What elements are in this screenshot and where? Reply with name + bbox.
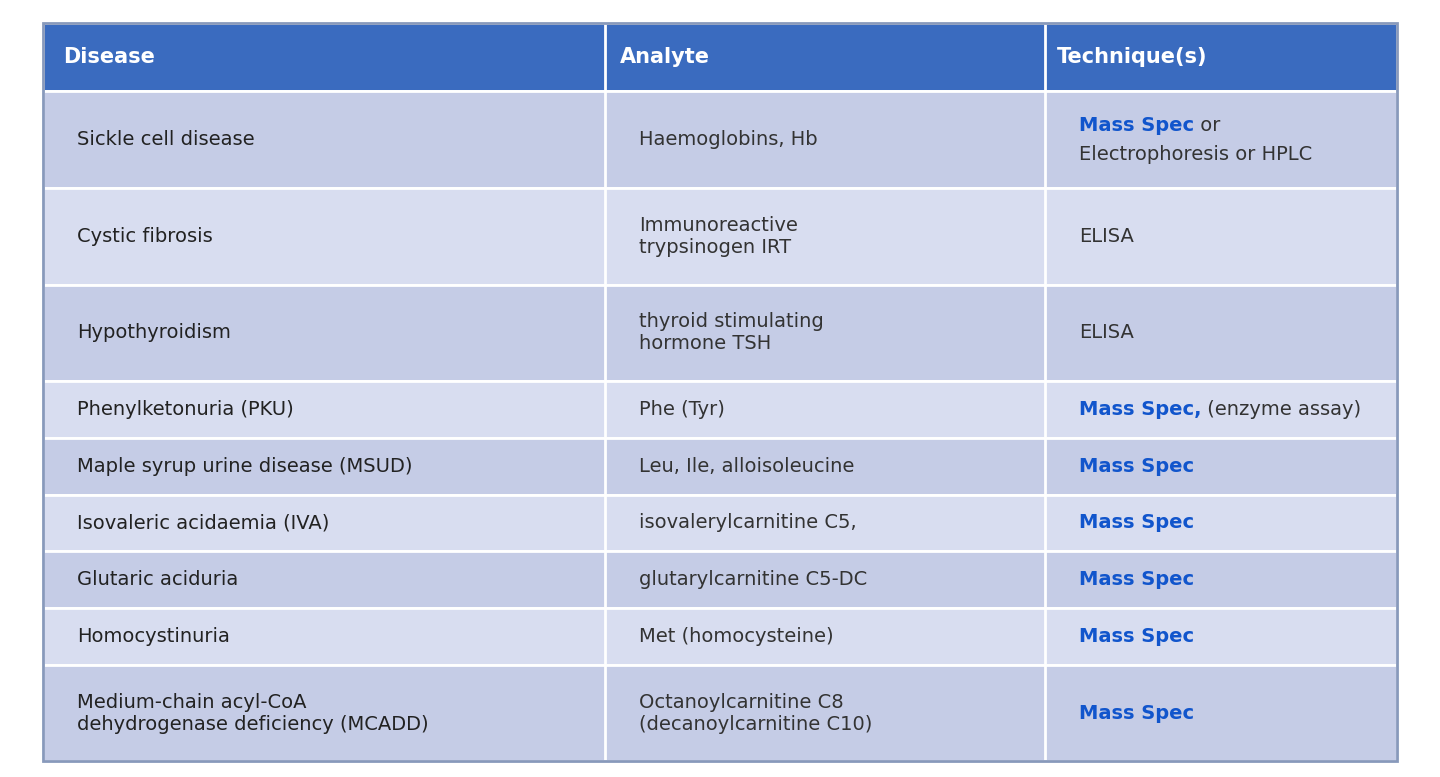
Text: ELISA: ELISA — [1079, 323, 1133, 342]
Text: Mass Spec: Mass Spec — [1079, 627, 1194, 646]
Text: Mass Spec: Mass Spec — [1079, 457, 1194, 476]
Text: Homocystinuria: Homocystinuria — [78, 627, 230, 646]
Bar — [43, 552, 1397, 608]
Text: Technique(s): Technique(s) — [1057, 47, 1208, 68]
Text: Hypothyroidism: Hypothyroidism — [78, 323, 230, 342]
Bar — [43, 92, 1397, 188]
Text: (enzyme assay): (enzyme assay) — [1201, 400, 1361, 419]
Text: Immunoreactive
trypsinogen IRT: Immunoreactive trypsinogen IRT — [639, 216, 798, 256]
Text: Mass Spec: Mass Spec — [1079, 570, 1194, 589]
Text: or: or — [1194, 116, 1220, 135]
Text: isovalerylcarnitine C5,: isovalerylcarnitine C5, — [639, 514, 857, 532]
Text: Sickle cell disease: Sickle cell disease — [78, 131, 255, 149]
Bar — [43, 495, 1397, 552]
Bar — [43, 284, 1397, 381]
Text: Disease: Disease — [63, 47, 154, 68]
Text: Glutaric aciduria: Glutaric aciduria — [78, 570, 238, 589]
Text: Analyte: Analyte — [621, 47, 710, 68]
Text: Haemoglobins, Hb: Haemoglobins, Hb — [639, 131, 818, 149]
Text: Phenylketonuria (PKU): Phenylketonuria (PKU) — [78, 400, 294, 419]
Text: Cystic fibrosis: Cystic fibrosis — [78, 227, 213, 246]
Text: Leu, Ile, alloisoleucine: Leu, Ile, alloisoleucine — [639, 457, 854, 476]
Bar — [43, 608, 1397, 665]
Text: Mass Spec,: Mass Spec, — [1079, 400, 1201, 419]
Text: ELISA: ELISA — [1079, 227, 1133, 246]
Text: Mass Spec: Mass Spec — [1079, 116, 1194, 135]
Text: Medium-chain acyl-CoA
dehydrogenase deficiency (MCADD): Medium-chain acyl-CoA dehydrogenase defi… — [78, 693, 429, 733]
Text: Phe (Tyr): Phe (Tyr) — [639, 400, 724, 419]
Text: Maple syrup urine disease (MSUD): Maple syrup urine disease (MSUD) — [78, 457, 412, 476]
Bar — [43, 665, 1397, 761]
Bar — [43, 188, 1397, 284]
Bar — [43, 23, 1397, 92]
Text: Octanoylcarnitine C8
(decanoylcarnitine C10): Octanoylcarnitine C8 (decanoylcarnitine … — [639, 693, 873, 733]
Bar — [43, 381, 1397, 437]
Text: glutarylcarnitine C5-DC: glutarylcarnitine C5-DC — [639, 570, 867, 589]
Text: Mass Spec: Mass Spec — [1079, 704, 1194, 723]
Text: Mass Spec: Mass Spec — [1079, 514, 1194, 532]
Text: Isovaleric acidaemia (IVA): Isovaleric acidaemia (IVA) — [78, 514, 330, 532]
Text: thyroid stimulating
hormone TSH: thyroid stimulating hormone TSH — [639, 312, 824, 354]
Bar — [43, 437, 1397, 495]
Text: Met (homocysteine): Met (homocysteine) — [639, 627, 834, 646]
Text: Electrophoresis or HPLC: Electrophoresis or HPLC — [1079, 145, 1312, 163]
